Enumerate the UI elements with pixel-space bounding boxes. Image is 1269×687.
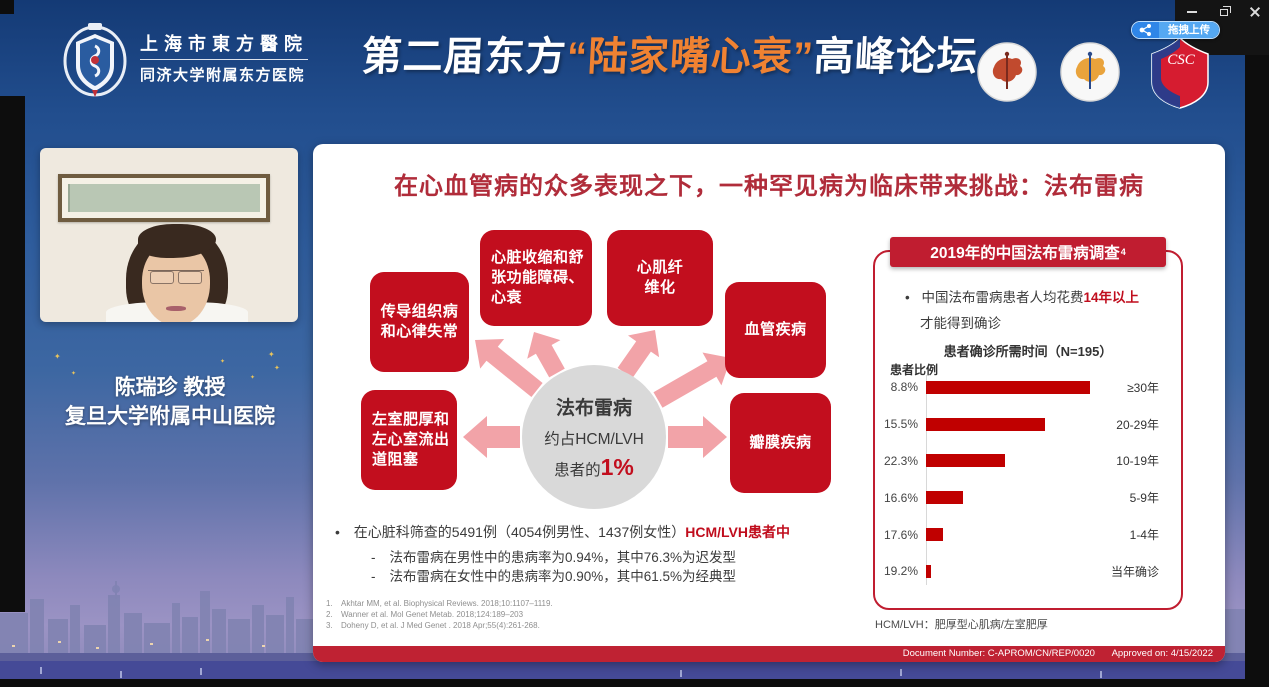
hospital-name-simplified: 同济大学附属东方医院 (140, 67, 306, 84)
bar (926, 491, 963, 505)
diagram-box-fibrosis: 心肌纤 维化 (607, 230, 713, 326)
male-prevalence-bullet: 法布雷病在男性中的患病率为0.94%，其中76.3%为迟发型 (371, 546, 737, 566)
desktop-right-strip (1245, 0, 1269, 687)
chart-row: 17.6% 1-4年 (880, 516, 1183, 553)
letterbox-left-strip (0, 96, 25, 612)
reference-item: 3. Doheny D, et al. J Med Genet . 2018 Ap… (326, 621, 540, 630)
bar-value-label: 16.6% (883, 490, 918, 505)
close-button[interactable] (1247, 4, 1263, 20)
years-highlight: 14年以上 (1083, 290, 1140, 305)
minimize-icon (1187, 11, 1197, 13)
speaker-name: 陈瑞珍 教授 (114, 376, 226, 399)
reference-list: 1. Akhtar MM, et al. Biophysical Reviews.… (323, 598, 553, 631)
bar-value-label: 17.6% (883, 527, 918, 542)
bar-value-label: 8.8% (890, 380, 918, 395)
close-icon (1249, 6, 1261, 18)
diagram-box-lvh-obstruction: 左室肥厚和 左心室流出 道阻塞 (361, 390, 457, 490)
bar (926, 380, 1090, 394)
conference-title-suffix: 高峰论坛 (812, 35, 979, 79)
hospital-name-block: 上海市東方醫院 同济大学附属东方医院 (140, 30, 308, 85)
letterbox-bottom-strip (0, 679, 1269, 687)
center-percent: 1% (600, 454, 634, 480)
restore-button[interactable] (1216, 4, 1232, 20)
diagram-box-valve: 瓣膜疾病 (730, 393, 831, 493)
presentation-slide: 在心血管病的众多表现之下，一种罕见病为临床带来挑战：法布雷病 传导组织病 和心律… (313, 144, 1225, 662)
east-hospital-emblem (63, 23, 127, 97)
drag-upload-label: 拖拽上传 (1159, 22, 1219, 38)
bar-category-label: 20-29年 (1116, 417, 1159, 432)
chart-ylabel: 患者比例 (890, 363, 939, 377)
bar-category-label: 10-19年 (1116, 454, 1159, 469)
bar (926, 454, 1005, 468)
diagram-arrows (463, 330, 731, 458)
csc-shield-logo: CSC (1151, 36, 1209, 109)
minimize-button[interactable] (1184, 4, 1200, 20)
chart-axis-line (926, 375, 927, 585)
netdisk-share-icon (1132, 22, 1159, 38)
survey-panel-header: 2019年的中国法布雷病调查 4 (890, 237, 1166, 267)
bar (926, 528, 943, 542)
document-number: Document Number: C-APROM/CN/REP/0020 (902, 648, 1095, 659)
bar-category-label: 5-9年 (1129, 491, 1159, 506)
star-icon (220, 358, 225, 365)
hcm-lvh-footnote: HCM/LVH：肥厚型心肌病/左室肥厚 (875, 619, 1048, 631)
diagnosis-time-bar-chart: 8.8% ≥30年 15.5% 20-29年 22.3% 10-19年 16.6% 5-9年 1… (880, 369, 1183, 590)
speaker-video-thumbnail[interactable] (40, 148, 298, 322)
hcm-lvh-highlight: HCM/LVH患者中 (685, 524, 790, 540)
center-line3: 患者的1% (554, 454, 634, 480)
diagram-box-conduction: 传导组织病 和心律失常 (370, 272, 469, 372)
approval-date: Approved on: 4/15/2022 (1111, 648, 1213, 659)
bar-value-label: 22.3% (883, 453, 918, 468)
diagram-box-vascular: 血管疾病 (725, 282, 826, 378)
conference-title-highlight: “陆家嘴心衰” (565, 35, 815, 79)
bar-value-label: 19.2% (883, 564, 918, 579)
chart-row: 22.3% 10-19年 (880, 443, 1183, 480)
diagram-center-circle: 法布雷病 约占HCM/LVH 患者的1% (522, 365, 666, 509)
bar-category-label: ≥30年 (1127, 380, 1159, 395)
reference-item: 2. Wanner et al. Mol Genet Metab. 2018;12… (326, 610, 524, 619)
star-icon (268, 350, 275, 359)
conference-title: 第二届东方“陆家嘴心衰”高峰论坛 (360, 24, 979, 82)
chart-row: 15.5% 20-29年 (880, 406, 1183, 443)
hospital-name-traditional: 上海市東方醫院 (140, 30, 308, 60)
center-line2: 约占HCM/LVH (544, 431, 644, 448)
diagram-box-systolic-diastolic: 心脏收缩和舒 张功能障碍、 心衰 (480, 230, 592, 326)
restore-icon (1220, 5, 1231, 16)
drag-upload-button[interactable]: 拖拽上传 (1131, 21, 1220, 39)
chart-row: 16.6% 5-9年 (880, 479, 1183, 516)
center-disease-name: 法布雷病 (555, 398, 632, 419)
bar (926, 564, 931, 578)
conference-title-prefix: 第二届东方 (360, 35, 568, 79)
pudong-medical-association-logo (977, 42, 1037, 102)
bar-category-label: 1-4年 (1129, 528, 1159, 543)
speaker-affiliation: 复旦大学附属中山医院 (65, 405, 275, 428)
slide-title: 在心血管病的众多表现之下，一种罕见病为临床带来挑战：法布雷病 (394, 173, 1144, 200)
screening-bullet: 在心脏科筛查的5491例（4054例男性、1437例女性）HCM/LVH患者中 (335, 522, 1195, 542)
chart-title: 患者确诊所需时间（N=195） (943, 344, 1113, 359)
chinese-medical-association-logo (1060, 42, 1120, 102)
slide-footer-bar: Document Number: C-APROM/CN/REP/0020 App… (313, 646, 1225, 662)
reference-item: 1. Akhtar MM, et al. Biophysical Reviews.… (326, 599, 553, 608)
wall-painting (58, 174, 270, 222)
star-icon (54, 352, 61, 361)
bar (926, 417, 1045, 431)
bar-category-label: 当年确诊 (1110, 564, 1159, 579)
letterbox-top-left-corner (0, 0, 14, 14)
csc-text: CSC (1167, 52, 1196, 68)
diagnosis-cost-line2: 才能得到确诊 (920, 316, 1001, 331)
bar-value-label: 15.5% (883, 417, 918, 432)
citation-superscript: 4 (1120, 247, 1126, 257)
chart-row: 19.2% 当年确诊 (880, 553, 1183, 590)
chart-row: 8.8% ≥30年 (880, 369, 1183, 406)
diagnosis-cost-bullet: 中国法布雷病患者人均花费14年以上 才能得到确诊 (905, 285, 1173, 337)
female-prevalence-bullet: 法布雷病在女性中的患病率为0.90%，其中61.5%为经典型 (371, 565, 737, 585)
